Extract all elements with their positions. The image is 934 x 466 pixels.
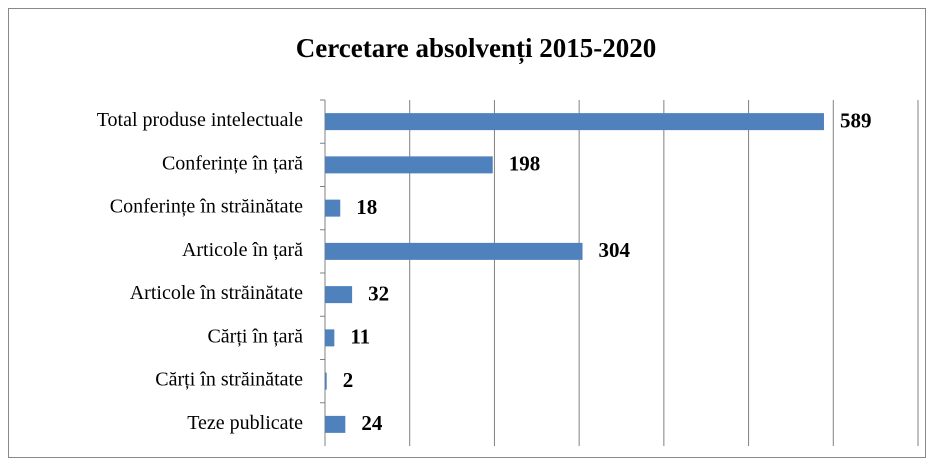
- y-tick-label: Articole în străinătate: [130, 282, 303, 304]
- y-tick-label: Conferințe în țară: [162, 152, 303, 174]
- y-tick-label: Total produse intelectuale: [97, 109, 303, 131]
- data-label: 2: [343, 368, 354, 392]
- bar: [325, 329, 335, 347]
- bar: [325, 199, 341, 217]
- data-label: 32: [368, 281, 389, 305]
- y-tick-label: Articole în țară: [182, 239, 303, 261]
- chart-frame: [8, 8, 926, 458]
- bar: [325, 242, 583, 260]
- data-label: 198: [509, 152, 540, 176]
- bar: [325, 286, 353, 304]
- y-tick-label: Cărți în țară: [207, 325, 303, 347]
- data-label: 24: [361, 411, 383, 435]
- y-tick-label: Cărți în străinătate: [155, 369, 303, 391]
- data-label: 18: [356, 195, 377, 219]
- data-label: 589: [840, 108, 872, 132]
- data-label: 11: [350, 325, 370, 349]
- chart-title: Cercetare absolvenți 2015-2020: [296, 33, 656, 64]
- bar: [325, 372, 327, 390]
- bar: [325, 113, 824, 131]
- bar: [325, 156, 493, 174]
- bar: [325, 415, 346, 433]
- y-tick-label: Teze publicate: [187, 412, 303, 434]
- y-tick-label: Conferințe în străinătate: [110, 196, 303, 218]
- data-label: 304: [599, 238, 631, 262]
